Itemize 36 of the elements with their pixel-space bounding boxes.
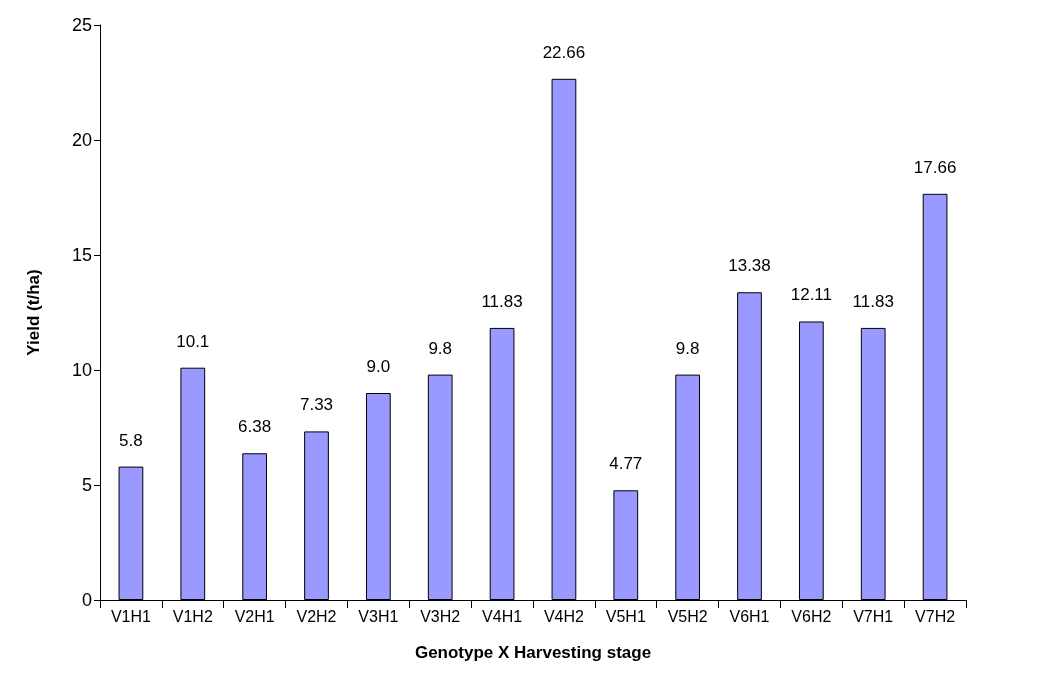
data-label: 7.33: [299, 395, 334, 415]
data-label: 22.66: [542, 42, 586, 62]
data-label: 5.8: [119, 430, 143, 450]
y-tick-label: 20: [71, 130, 92, 150]
y-tick-label: 25: [71, 15, 92, 35]
x-tick-label: V3H1: [358, 607, 399, 625]
data-label: 6.38: [238, 417, 272, 437]
y-tick-label: 0: [81, 590, 92, 610]
x-tick-label: V3H2: [420, 607, 461, 625]
x-tick-label: V4H1: [482, 607, 523, 625]
y-tick-label: 5: [81, 475, 92, 495]
data-label: 11.83: [852, 291, 894, 311]
y-axis-title: Yield (t/ha): [24, 269, 43, 356]
data-label: 4.77: [609, 454, 643, 474]
x-tick-label: V4H2: [543, 607, 585, 625]
x-tick-label: V2H2: [296, 607, 337, 625]
y-tick-label: 15: [71, 245, 92, 265]
x-axis-title: Genotype X Harvesting stage: [414, 643, 652, 662]
data-label: 11.83: [481, 291, 523, 311]
data-label: 10.1: [176, 331, 210, 351]
data-label: 9.8: [675, 338, 700, 358]
x-tick-label: V7H2: [915, 607, 956, 625]
data-label: 9.8: [428, 338, 453, 358]
y-tick-label: 10: [71, 360, 92, 380]
data-label: 12.11: [790, 285, 832, 305]
x-tick-label: V5H2: [667, 607, 708, 625]
x-tick-label: V6H2: [791, 607, 832, 625]
x-tick-label: V7H1: [853, 607, 894, 625]
data-label: 13.38: [728, 256, 771, 276]
x-tick-label: V2H1: [234, 607, 275, 625]
x-tick-label: V6H1: [729, 607, 770, 625]
x-tick-label: V5H1: [605, 607, 646, 625]
data-label: 17.66: [913, 157, 957, 177]
x-tick-label: V1H1: [110, 607, 152, 625]
x-tick-label: V1H2: [172, 607, 213, 625]
data-label: 9.0: [366, 357, 391, 376]
